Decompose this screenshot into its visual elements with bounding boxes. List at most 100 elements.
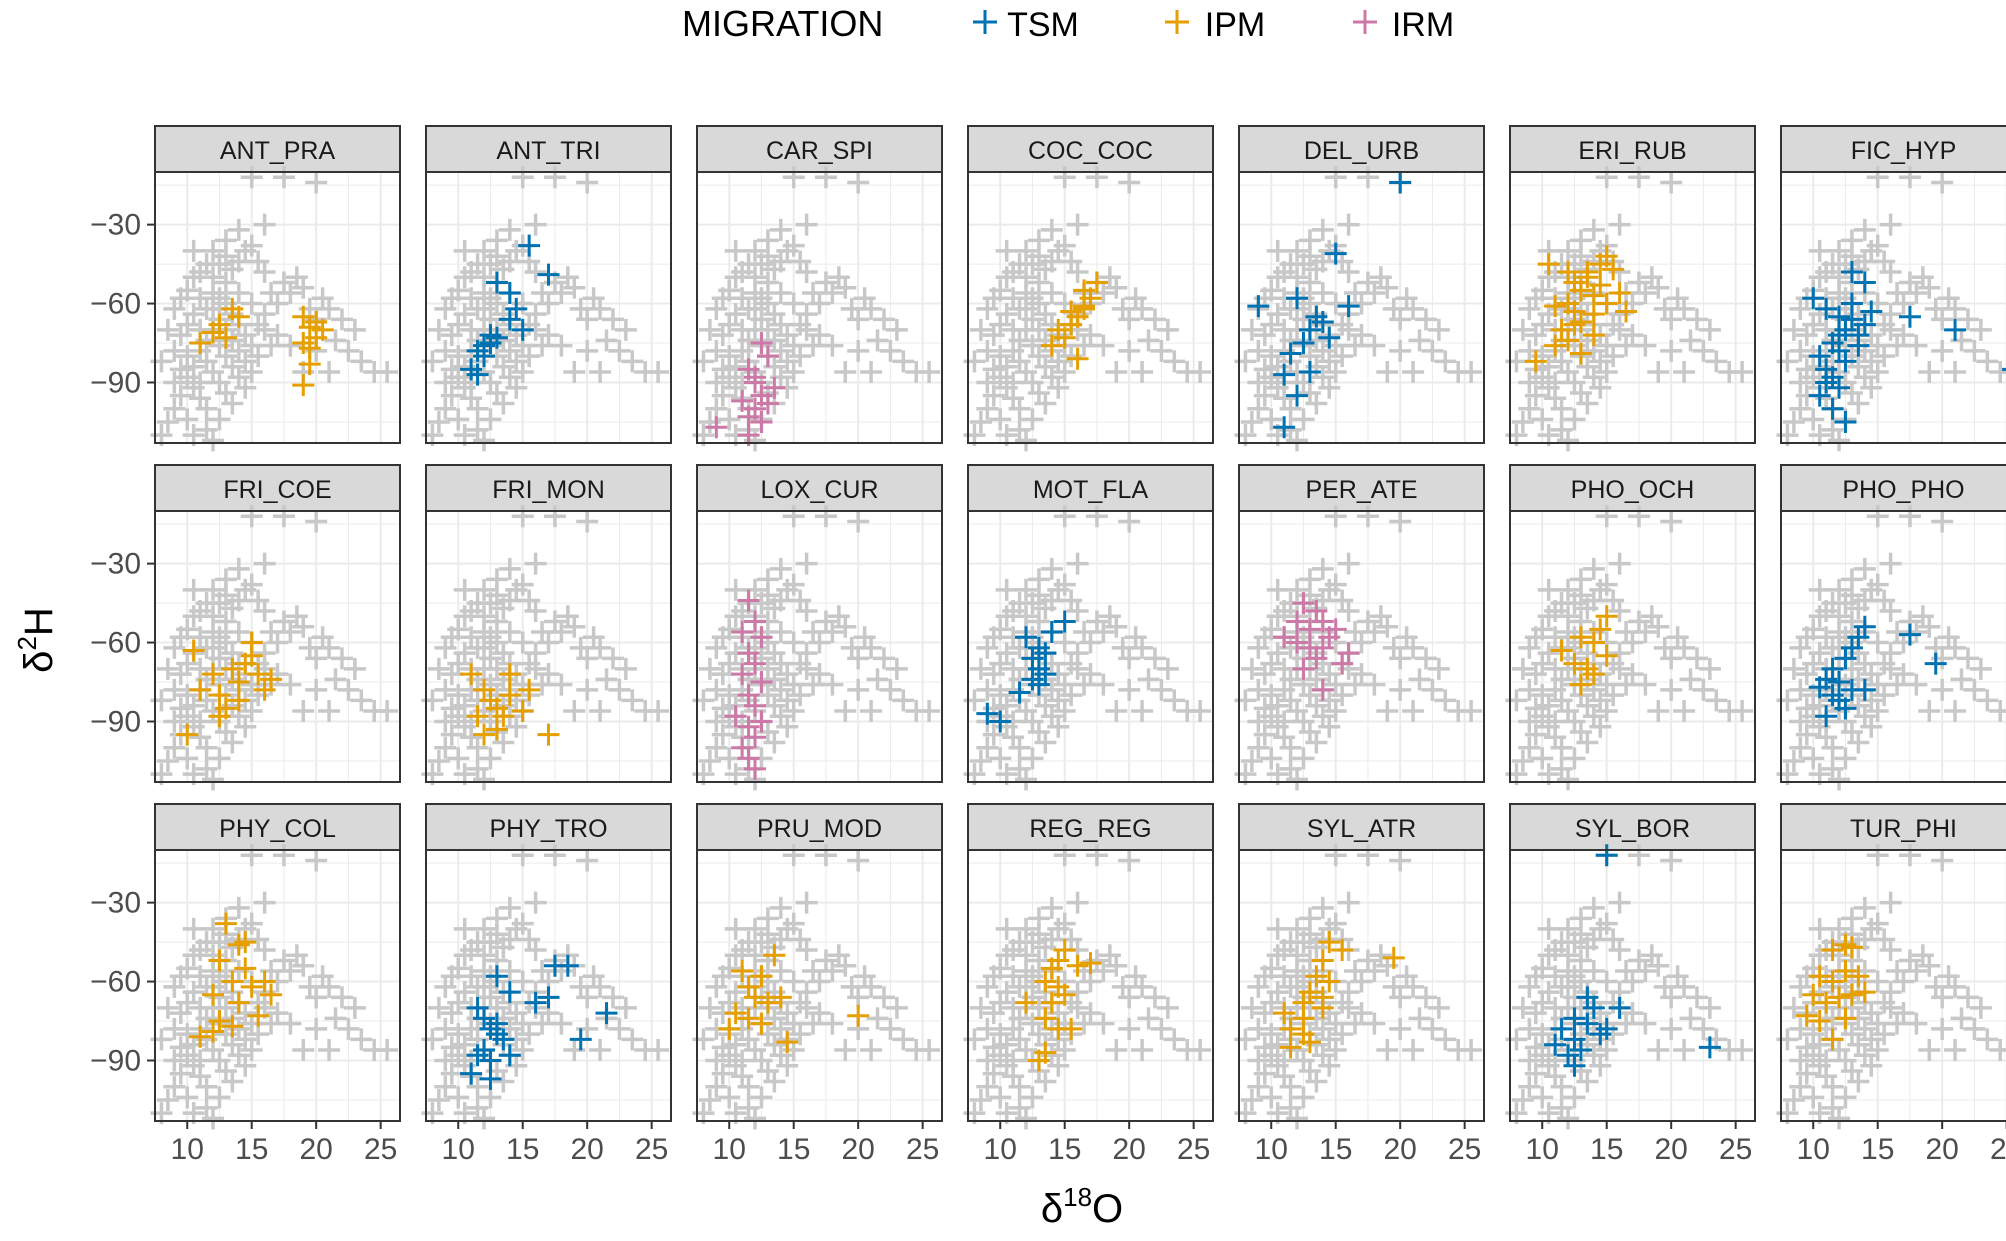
background-point xyxy=(240,360,263,383)
data-point xyxy=(479,1067,502,1090)
background-point xyxy=(1873,345,1896,368)
data-point xyxy=(460,663,483,686)
y-tick-label: −30 xyxy=(90,887,141,920)
background-point xyxy=(769,621,792,644)
background-point xyxy=(1511,318,1534,341)
background-point xyxy=(1002,371,1025,394)
series-ipm xyxy=(718,944,870,1054)
data-point xyxy=(1815,705,1838,728)
background-point xyxy=(1240,749,1263,772)
data-point xyxy=(1247,295,1270,318)
data-point xyxy=(260,668,283,691)
background-point xyxy=(769,282,792,305)
background-point xyxy=(531,1012,554,1035)
background-point xyxy=(1847,731,1870,754)
data-point xyxy=(1286,287,1309,310)
background-point xyxy=(782,573,805,596)
background-point xyxy=(324,329,347,352)
background-point xyxy=(1292,747,1315,770)
data-point xyxy=(1840,983,1863,1006)
background-point xyxy=(1976,1028,1999,1051)
facet-strip xyxy=(154,125,401,173)
background-point xyxy=(879,678,902,701)
background-point xyxy=(1305,392,1328,415)
data-point xyxy=(737,1007,760,1030)
background-point xyxy=(1066,552,1089,575)
background-point xyxy=(724,239,747,262)
background-point xyxy=(1279,736,1302,759)
data-point xyxy=(1305,647,1328,670)
data-point xyxy=(1027,1049,1050,1072)
background-point xyxy=(1595,360,1618,383)
background-point xyxy=(1853,896,1876,919)
background-point xyxy=(214,229,237,252)
background-point xyxy=(272,505,295,528)
background-point xyxy=(782,699,805,722)
data-point xyxy=(498,663,521,686)
data-point xyxy=(744,986,767,1009)
series-tsm xyxy=(976,610,1076,733)
background-point xyxy=(1634,1012,1657,1035)
background-point xyxy=(1853,557,1876,580)
background-point xyxy=(601,647,624,670)
background-point xyxy=(1828,605,1851,628)
data-point xyxy=(1828,376,1851,399)
facet-label: FRI_MON xyxy=(492,476,605,504)
series-tsm xyxy=(1808,615,1947,728)
background-point xyxy=(1615,673,1638,696)
facet-label: LOX_CUR xyxy=(760,476,878,504)
background-point xyxy=(1047,376,1070,399)
data-point xyxy=(1034,970,1057,993)
data-point xyxy=(1569,279,1592,302)
background-point xyxy=(1698,657,1721,680)
gridlines xyxy=(1238,850,1484,1121)
background-point xyxy=(305,986,328,1009)
background-point xyxy=(989,747,1012,770)
x-axis-label-sup: 18 xyxy=(1063,1182,1092,1212)
background-point xyxy=(1027,907,1050,930)
background-point xyxy=(498,621,521,644)
data-point xyxy=(537,723,560,746)
data-point xyxy=(1847,334,1870,357)
background-point xyxy=(1092,673,1115,696)
panel-border xyxy=(425,849,672,1122)
background-point xyxy=(698,318,721,341)
background-point xyxy=(1595,505,1618,528)
background-point xyxy=(1808,1033,1831,1056)
background-point xyxy=(1956,308,1979,331)
background-point xyxy=(976,397,999,420)
data-point xyxy=(744,694,767,717)
background-point xyxy=(524,552,547,575)
background-point xyxy=(453,239,476,262)
background-point xyxy=(1931,1017,1954,1040)
background-point xyxy=(763,731,786,754)
background-point xyxy=(1685,986,1708,1009)
background-point xyxy=(1621,631,1644,654)
background-point xyxy=(1524,697,1547,720)
series-ipm xyxy=(189,297,334,397)
data-point xyxy=(1389,171,1412,194)
background-point xyxy=(1828,1107,1851,1130)
background-point xyxy=(195,297,218,320)
background-point xyxy=(1537,694,1560,717)
background-point xyxy=(969,318,992,341)
background-point xyxy=(724,1033,747,1056)
background-point xyxy=(1260,1086,1283,1109)
background-point xyxy=(711,1062,734,1085)
panel-border xyxy=(154,510,401,783)
background-point xyxy=(253,938,276,961)
background-point xyxy=(1569,949,1592,972)
background-point xyxy=(208,1086,231,1109)
background-point xyxy=(1969,996,1992,1019)
x-tick-label: 25 xyxy=(1990,1133,2006,1166)
facet-strip xyxy=(967,464,1214,512)
background-point xyxy=(1402,1038,1425,1061)
panel-lox-cur: LOX_CUR xyxy=(692,464,943,791)
background-point xyxy=(253,891,276,914)
facet-label: FRI_COE xyxy=(223,476,331,504)
background-point xyxy=(1860,1054,1883,1077)
background-point xyxy=(1821,636,1844,659)
background-point xyxy=(1808,239,1831,262)
background-point xyxy=(1318,376,1341,399)
data-point xyxy=(498,981,521,1004)
